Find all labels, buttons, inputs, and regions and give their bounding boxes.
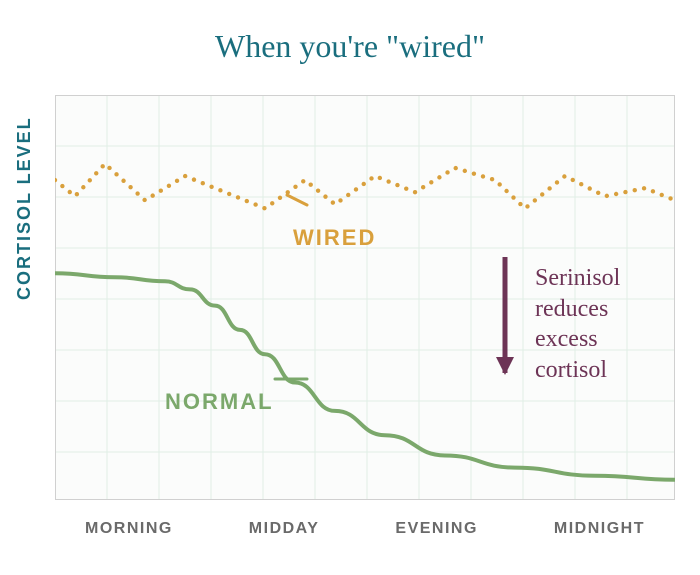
xtick-midday: MIDDAY — [249, 520, 320, 550]
chart-container: When you're "wired" CORTISOL LEVEL WIRED… — [0, 0, 700, 575]
annotation-text: Serinisolreducesexcesscortisol — [535, 263, 620, 386]
xtick-midnight: MIDNIGHT — [554, 520, 645, 550]
wired-series-label: WIRED — [293, 225, 376, 251]
x-axis-ticks: MORNING MIDDAY EVENING MIDNIGHT — [55, 520, 675, 550]
plot-area: WIRED NORMAL Serinisolreducesexcesscorti… — [55, 95, 675, 500]
chart-title: When you're "wired" — [0, 28, 700, 65]
xtick-evening: EVENING — [395, 520, 478, 550]
normal-series-label: NORMAL — [165, 389, 274, 415]
xtick-morning: MORNING — [85, 520, 173, 550]
y-axis-label: CORTISOL LEVEL — [14, 116, 35, 300]
